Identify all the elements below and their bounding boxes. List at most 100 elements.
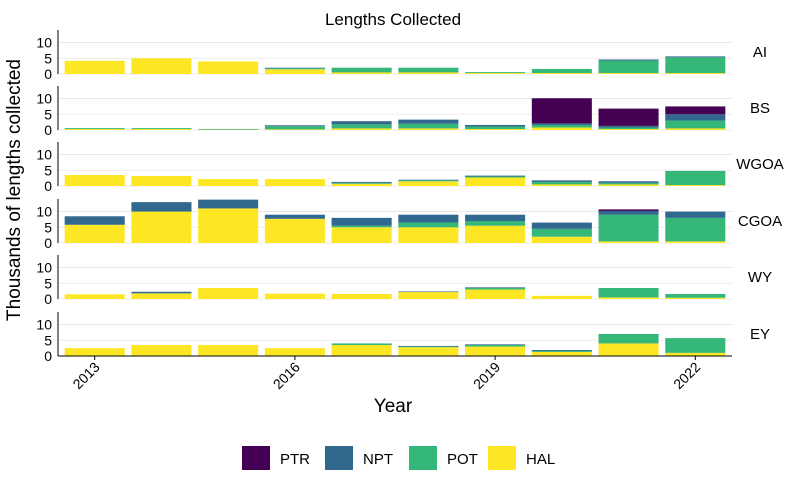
y-tick-label: 10	[36, 147, 52, 163]
bar-ai-2016-hal	[264, 69, 325, 74]
bar-wgoa-2018-pot	[398, 180, 459, 182]
bar-cgoa-2021-pot	[598, 214, 659, 242]
bar-bs-2020-pot	[531, 124, 592, 128]
bar-cgoa-2022-hal	[665, 241, 726, 243]
facet-label: BS	[750, 100, 770, 117]
bar-wy-2018-npt	[398, 291, 459, 293]
bar-ai-2018-pot	[398, 67, 459, 73]
legend-label-ptr: PTR	[280, 451, 310, 468]
legend-swatch-hal	[488, 446, 516, 470]
bar-ey-2021-pot	[598, 334, 659, 344]
bar-bs-2018-hal	[398, 128, 459, 130]
bar-cgoa-2020-hal	[531, 236, 592, 243]
bar-bs-2013-hal	[64, 129, 125, 130]
bar-ai-2014-hal	[131, 58, 192, 74]
bar-cgoa-2013-npt	[64, 216, 125, 225]
bar-ai-2022-pot	[665, 57, 726, 74]
bar-cgoa-2019-pot	[465, 221, 526, 226]
y-tick-label: 0	[44, 235, 52, 251]
y-tick-label: 10	[36, 260, 52, 276]
bar-ey-2021-hal	[598, 343, 659, 356]
bar-wy-2017-hal	[331, 293, 392, 299]
bar-cgoa-2020-pot	[531, 228, 592, 237]
bar-wgoa-2021-hal	[598, 184, 659, 186]
y-tick-label: 0	[44, 66, 52, 82]
bar-bs-2020-npt	[531, 123, 592, 125]
bar-bs-2016-npt	[264, 125, 325, 127]
facet-label: WGOA	[736, 156, 784, 173]
bar-wy-2020-hal	[531, 295, 592, 299]
bar-wgoa-2022-pot	[665, 170, 726, 186]
bar-ey-2017-pot	[331, 343, 392, 345]
bar-wy-2014-npt	[131, 291, 192, 294]
bar-wgoa-2016-hal	[264, 179, 325, 186]
bar-bs-2022-npt	[665, 114, 726, 121]
bar-cgoa-2016-hal	[264, 218, 325, 243]
bar-ai-2015-hal	[198, 61, 259, 74]
bar-bs-2016-hal	[264, 129, 325, 130]
bar-bs-2021-npt	[598, 125, 659, 128]
bar-cgoa-2017-hal	[331, 227, 392, 243]
legend-label-hal: HAL	[526, 451, 555, 468]
x-tick-label: 2019	[470, 359, 503, 392]
facet-label: CGOA	[738, 213, 782, 230]
y-tick-label: 5	[44, 332, 52, 348]
bar-cgoa-2017-pot	[331, 225, 392, 228]
bar-ey-2015-hal	[198, 345, 259, 356]
bar-bs-2021-pot	[598, 127, 659, 130]
y-tick-label: 5	[44, 106, 52, 122]
bar-wgoa-2020-hal	[531, 184, 592, 186]
bar-bs-2019-pot	[465, 126, 526, 130]
y-tick-label: 5	[44, 219, 52, 235]
legend-label-npt: NPT	[363, 451, 393, 468]
bar-wgoa-2019-npt	[465, 175, 526, 177]
y-tick-label: 5	[44, 162, 52, 178]
bar-bs-2017-pot	[331, 124, 392, 129]
bar-cgoa-2014-npt	[131, 202, 192, 212]
bar-wgoa-2017-pot	[331, 182, 392, 184]
bar-wy-2022-hal	[665, 297, 726, 299]
bar-wgoa-2020-pot	[531, 181, 592, 185]
bar-ey-2014-hal	[131, 345, 192, 356]
bar-wy-2013-hal	[64, 294, 125, 299]
bar-cgoa-2021-hal	[598, 241, 659, 243]
y-tick-label: 5	[44, 275, 52, 291]
bar-cgoa-2015-npt	[198, 199, 259, 209]
bar-ey-2017-hal	[331, 345, 392, 356]
bar-cgoa-2019-hal	[465, 225, 526, 243]
bar-bs-2021-hal	[598, 129, 659, 130]
bar-wgoa-2018-npt	[398, 179, 459, 181]
bar-wy-2022-pot	[665, 293, 726, 298]
bar-cgoa-2022-pot	[665, 217, 726, 242]
bar-wgoa-2021-npt	[598, 181, 659, 183]
bar-wy-2014-hal	[131, 293, 192, 299]
bar-wgoa-2019-hal	[465, 177, 526, 186]
facet-label: AI	[753, 44, 767, 61]
bar-bs-2020-ptr	[531, 98, 592, 124]
facet-label: EY	[750, 326, 770, 343]
bar-cgoa-2020-npt	[531, 222, 592, 229]
bar-ey-2019-pot	[465, 345, 526, 347]
bar-wgoa-2013-hal	[64, 175, 125, 186]
bar-ai-2021-hal	[598, 73, 659, 74]
bar-wgoa-2017-hal	[331, 183, 392, 186]
bar-ai-2018-hal	[398, 72, 459, 74]
bar-bs-2017-hal	[331, 128, 392, 130]
bar-ai-2022-npt	[665, 56, 726, 58]
bar-ai-2017-pot	[331, 67, 392, 73]
y-axis-title: Thousands of lengths collected	[4, 59, 25, 321]
bar-bs-2014-hal	[131, 129, 192, 130]
bar-cgoa-2015-hal	[198, 208, 259, 243]
bar-ai-2016-npt	[264, 67, 325, 69]
legend-swatch-ptr	[242, 446, 270, 470]
bar-ai-2020-pot	[531, 68, 592, 74]
bar-ey-2018-pot	[398, 346, 459, 348]
bar-wy-2021-hal	[598, 297, 659, 299]
y-tick-label: 5	[44, 50, 52, 66]
bar-bs-2022-pot	[665, 120, 726, 129]
